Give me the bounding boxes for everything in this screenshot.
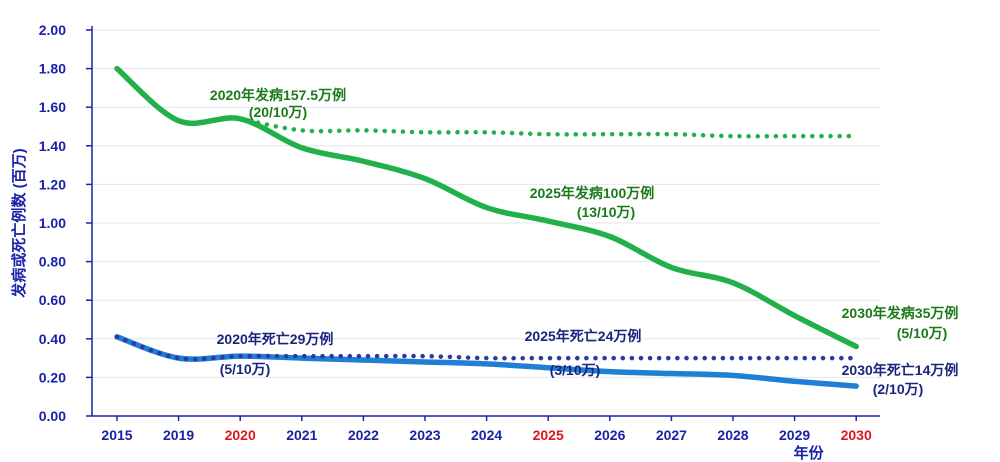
annotation-line2: (20/10万) [249,104,307,120]
x-tick-label: 2029 [779,427,810,443]
annotation-line2: (2/10万) [873,381,924,397]
annotation-line1: 2025年发病100万例 [530,185,655,201]
x-tick-label: 2019 [163,427,194,443]
y-tick-label: 0.60 [39,292,66,308]
x-axis-label: 年份 [794,444,825,462]
annotation-line1: 2020年发病157.5万例 [210,87,346,103]
series-lines [114,65,859,389]
y-tick-label: 0.00 [39,408,66,424]
x-tick-label: 2028 [717,427,748,443]
x-tick-label: 2030 [841,427,872,443]
y-tick-label: 1.40 [39,138,66,154]
x-axis-ticks: 2015 2019 2020 2021 2022 2023 2024 2025 2026 2027… [101,416,872,443]
y-tick-label: 0.80 [39,254,66,270]
series-incidence-projection-dotted [237,116,859,139]
annotation-line1: 2020年死亡29万例 [217,331,334,347]
annotation-line2: (3/10万) [550,362,601,378]
annotation-line2: (5/10万) [220,361,271,377]
y-axis-label: 发病或死亡例数 (百万) [10,148,28,298]
x-tick-label: 2020 [225,427,256,443]
x-tick-label: 2026 [594,427,625,443]
annotation-line1: 2025年死亡24万例 [525,328,642,344]
x-tick-label: 2025 [533,427,564,443]
y-tick-label: 1.60 [39,99,66,115]
y-tick-label: 1.00 [39,215,66,231]
x-tick-label: 2023 [409,427,440,443]
y-tick-label: 0.20 [39,369,66,385]
annotation-line2: (13/10万) [577,204,635,220]
y-tick-label: 0.40 [39,331,66,347]
annotation-line1: 2030年死亡14万例 [842,362,959,378]
grid-lines [92,29,880,378]
x-tick-label: 2024 [471,427,502,443]
x-tick-label: 2027 [656,427,687,443]
series-incidence-line [114,65,859,350]
y-tick-label: 1.20 [39,176,66,192]
series-mortality-projection-dotted [114,334,859,362]
x-tick-label: 2021 [286,427,317,443]
x-tick-label: 2015 [101,427,132,443]
y-tick-label: 2.00 [39,22,66,38]
x-tick-label: 2022 [348,427,379,443]
annotations: 2020年发病157.5万例(20/10万) 2025年发病100万例 (13/10… [210,87,958,397]
annotation-line1: 2030年发病35万例 [842,305,959,321]
y-tick-label: 1.80 [39,61,66,77]
annotation-line2: (5/10万) [897,325,948,341]
y-axis-ticks: 0.00 0.20 0.40 0.60 0.80 1.00 1.20 1.40 1.60 1.80… [39,22,92,424]
